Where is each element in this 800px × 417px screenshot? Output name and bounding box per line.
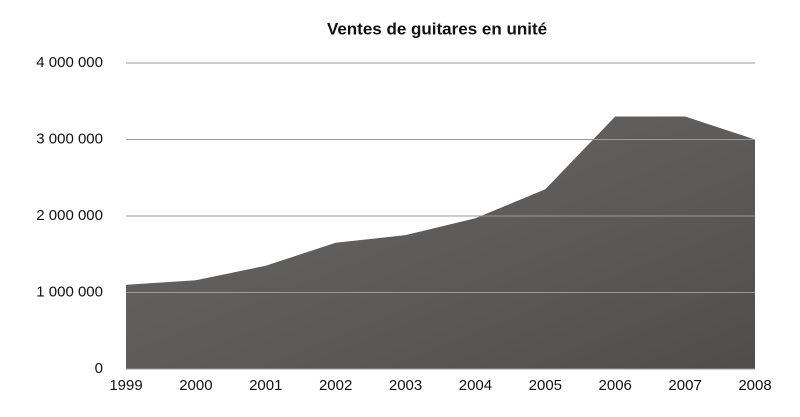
x-tick-label: 2003 xyxy=(389,377,422,394)
x-tick-label: 2004 xyxy=(459,377,492,394)
y-tick-label: 0 xyxy=(95,360,103,377)
y-tick-label: 2 000 000 xyxy=(36,207,103,224)
x-tick-label: 2005 xyxy=(529,377,562,394)
x-tick-label: 2006 xyxy=(599,377,632,394)
y-tick-label: 4 000 000 xyxy=(36,54,103,71)
x-tick-label: 2002 xyxy=(319,377,352,394)
area-shade xyxy=(126,116,755,369)
x-tick-label: 2007 xyxy=(668,377,701,394)
x-tick-label: 2001 xyxy=(249,377,282,394)
chart-title: Ventes de guitares en unité xyxy=(327,19,547,38)
y-tick-label: 1 000 000 xyxy=(36,283,103,300)
y-tick-label: 3 000 000 xyxy=(36,130,103,147)
x-tick-label: 2008 xyxy=(738,377,771,394)
x-tick-label: 2000 xyxy=(179,377,212,394)
x-tick-label: 1999 xyxy=(109,377,142,394)
